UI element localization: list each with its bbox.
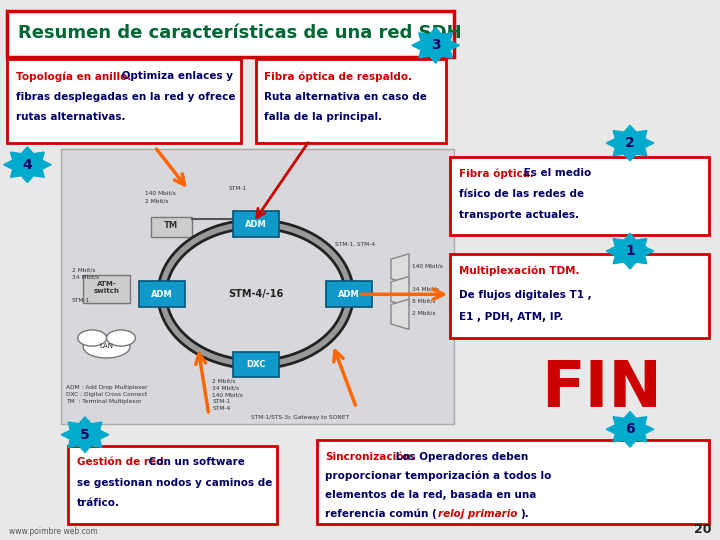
Text: 2 Mbit/s: 2 Mbit/s	[412, 310, 436, 316]
Polygon shape	[606, 411, 654, 447]
Text: proporcionar temporización a todos lo: proporcionar temporización a todos lo	[325, 471, 552, 481]
Text: 4: 4	[22, 158, 32, 172]
Text: STM-1, STM-4: STM-1, STM-4	[335, 241, 375, 247]
Text: DXC : Digital Cross Connect: DXC : Digital Cross Connect	[66, 392, 148, 397]
Text: LAN: LAN	[99, 342, 114, 349]
FancyBboxPatch shape	[326, 281, 372, 307]
Text: www.poimbre web.com: www.poimbre web.com	[9, 526, 97, 536]
FancyBboxPatch shape	[317, 440, 709, 524]
Text: STM-4: STM-4	[212, 406, 230, 411]
Text: STM-1: STM-1	[229, 186, 247, 192]
Text: Multiplexación TDM.: Multiplexación TDM.	[459, 266, 579, 276]
FancyBboxPatch shape	[233, 352, 279, 377]
Text: ADM: ADM	[338, 290, 360, 299]
Text: Es el medio: Es el medio	[520, 168, 591, 179]
Text: transporte actuales.: transporte actuales.	[459, 210, 579, 220]
Text: STM-1: STM-1	[212, 399, 230, 404]
Polygon shape	[391, 299, 409, 329]
Text: 1: 1	[625, 244, 635, 258]
Text: 140 Mbit/s: 140 Mbit/s	[145, 190, 176, 195]
Text: elementos de la red, basada en una: elementos de la red, basada en una	[325, 490, 537, 500]
Text: Gestión de red.: Gestión de red.	[77, 457, 168, 468]
Text: reloj primario: reloj primario	[438, 509, 517, 519]
Text: E1 , PDH, ATM, IP.: E1 , PDH, ATM, IP.	[459, 312, 563, 322]
Text: DXC: DXC	[246, 360, 265, 369]
Text: STM-1: STM-1	[72, 298, 90, 303]
Text: Los Operadores deben: Los Operadores deben	[392, 452, 528, 462]
FancyBboxPatch shape	[450, 157, 709, 235]
FancyBboxPatch shape	[151, 217, 192, 237]
Polygon shape	[606, 233, 654, 269]
Text: Optimiza enlaces y: Optimiza enlaces y	[118, 71, 233, 82]
Text: Fibra óptica.: Fibra óptica.	[459, 168, 534, 179]
Text: ADM: ADM	[245, 220, 266, 228]
Text: STM-4/-16: STM-4/-16	[228, 289, 283, 299]
Text: Topología en anillo.: Topología en anillo.	[16, 71, 131, 82]
FancyBboxPatch shape	[233, 211, 279, 237]
Text: Resumen de características de una red SDH: Resumen de características de una red SD…	[18, 24, 462, 43]
Polygon shape	[412, 28, 459, 63]
Text: STM-1/STS-3c Gateway to SONET: STM-1/STS-3c Gateway to SONET	[251, 415, 348, 421]
Text: 34 Mbit/s: 34 Mbit/s	[72, 274, 99, 280]
FancyBboxPatch shape	[68, 446, 277, 524]
Text: 2 Mbit/s: 2 Mbit/s	[212, 378, 236, 383]
Text: tráfico.: tráfico.	[77, 498, 120, 509]
Text: 6: 6	[625, 422, 635, 436]
Text: 3: 3	[431, 38, 441, 52]
Text: FIN: FIN	[541, 358, 662, 420]
Ellipse shape	[83, 335, 130, 358]
Text: Fibra óptica de respaldo.: Fibra óptica de respaldo.	[264, 71, 413, 82]
Polygon shape	[391, 254, 409, 284]
Text: ).: ).	[520, 509, 528, 519]
Text: 2: 2	[625, 136, 635, 150]
Text: fibras desplegadas en la red y ofrece: fibras desplegadas en la red y ofrece	[16, 92, 235, 102]
Text: 34 Mbit/s: 34 Mbit/s	[412, 286, 439, 292]
Text: 140 Mbit/s: 140 Mbit/s	[412, 263, 443, 268]
FancyBboxPatch shape	[256, 59, 446, 143]
Text: 140 Mbit/s: 140 Mbit/s	[212, 392, 243, 397]
Text: TM: TM	[164, 221, 179, 230]
FancyBboxPatch shape	[7, 11, 454, 57]
Text: Ruta alternativa en caso de: Ruta alternativa en caso de	[264, 92, 427, 102]
FancyBboxPatch shape	[61, 148, 454, 424]
Text: referencia común (: referencia común (	[325, 509, 437, 519]
Text: De flujos digitales T1 ,: De flujos digitales T1 ,	[459, 290, 591, 300]
Text: 20: 20	[694, 523, 711, 536]
Text: Sincronización.: Sincronización.	[325, 452, 415, 462]
Text: 5: 5	[80, 428, 90, 442]
Polygon shape	[391, 276, 409, 307]
Text: rutas alternativas.: rutas alternativas.	[16, 112, 125, 123]
Text: Con un software: Con un software	[145, 457, 246, 468]
Text: ADM : Add Drop Multiplexer: ADM : Add Drop Multiplexer	[66, 385, 148, 390]
Text: ADM: ADM	[151, 290, 173, 299]
Text: TM  : Terminal Multiplexor: TM : Terminal Multiplexor	[66, 399, 142, 404]
Text: falla de la principal.: falla de la principal.	[264, 112, 382, 123]
Text: físico de las redes de: físico de las redes de	[459, 189, 584, 199]
Ellipse shape	[78, 330, 107, 346]
Text: 34 Mbit/s: 34 Mbit/s	[212, 385, 240, 390]
Text: 8 Mbit/s: 8 Mbit/s	[412, 298, 436, 303]
Text: 2 Mbit/s: 2 Mbit/s	[72, 267, 96, 273]
Polygon shape	[61, 417, 109, 453]
FancyBboxPatch shape	[83, 275, 130, 303]
FancyBboxPatch shape	[139, 281, 185, 307]
Polygon shape	[4, 147, 51, 183]
Polygon shape	[606, 125, 654, 161]
FancyBboxPatch shape	[450, 254, 709, 338]
Text: se gestionan nodos y caminos de: se gestionan nodos y caminos de	[77, 478, 272, 488]
Text: ATM-
switch: ATM- switch	[94, 281, 120, 294]
Ellipse shape	[107, 330, 135, 346]
FancyBboxPatch shape	[7, 59, 241, 143]
Text: 2 Mbit/s: 2 Mbit/s	[145, 198, 169, 204]
